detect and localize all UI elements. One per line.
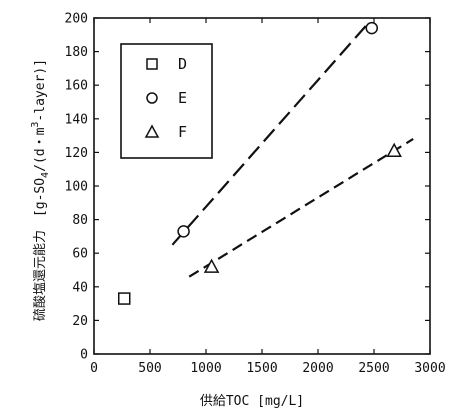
y-tick-label: 60 [72,247,88,262]
x-tick-label: 1000 [190,361,221,376]
y-tick-label: 160 [65,79,88,94]
legend-box [120,43,213,159]
x-axis-title: 供給TOC [mg/L] [200,394,304,409]
legend-marker-e [146,92,158,104]
y-tick-label: 140 [65,112,88,127]
y-axis-title-subscript: 4 [40,172,51,178]
point-e [365,21,379,35]
y-tick-label: 100 [65,180,88,195]
x-tick-label: 3000 [414,361,445,376]
x-tick-label: 500 [138,361,161,376]
y-axis-title-prefix: 硫酸塩還元能力 [g-SO [33,178,48,321]
trend-line-e [171,22,370,246]
trend-line-f [188,138,414,278]
x-tick-label: 0 [90,361,98,376]
y-axis-title-suffix: -layer)] [33,59,48,122]
legend-label-f: F [178,123,187,141]
y-tick-label: 80 [72,213,88,228]
legend-marker-f [144,124,160,138]
legend-label-e: E [178,89,187,107]
legend-marker-d [146,58,158,70]
y-tick-label: 20 [72,314,88,329]
y-axis-title-superscript: 3 [30,122,41,128]
point-d [117,292,131,305]
point-f [203,258,220,273]
y-tick-label: 40 [72,280,88,295]
y-tick-label: 200 [65,12,88,27]
point-e [177,225,190,238]
y-tick-label: 120 [65,146,88,161]
y-axis-title-mid: /(d・m [33,127,48,171]
x-tick-label: 2000 [302,361,333,376]
y-tick-label: 180 [65,45,88,60]
legend-label-d: D [178,55,187,73]
y-tick-label: 0 [80,348,88,363]
x-tick-label: 2500 [358,361,389,376]
y-axis-title: 硫酸塩還元能力 [g-SO4/(d・m3-layer)] [30,59,51,321]
point-f [386,142,402,157]
x-tick-label: 1500 [246,361,277,376]
